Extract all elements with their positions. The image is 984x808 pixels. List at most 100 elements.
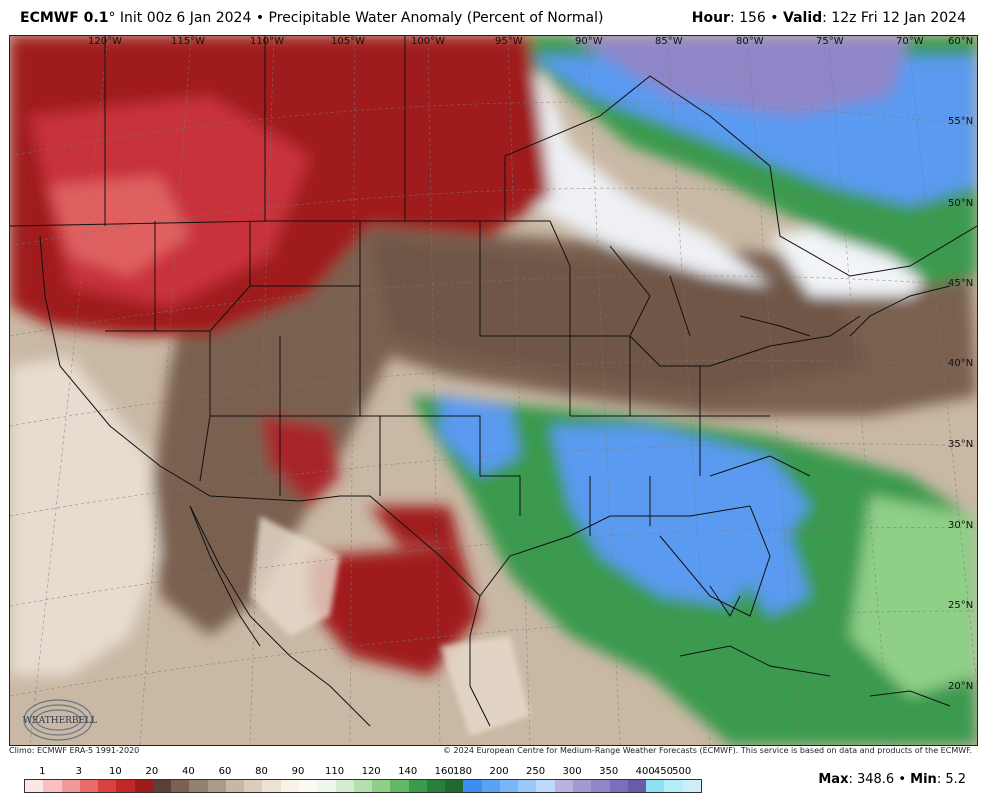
legend-label: 180 xyxy=(452,766,473,777)
lat-label: 45°N xyxy=(948,278,974,289)
lon-label: 100°W xyxy=(411,36,445,47)
legend-label: 450 xyxy=(653,766,673,777)
lon-label: 115°W xyxy=(171,36,205,47)
lon-label: 75°W xyxy=(816,36,844,47)
hour-value: : 156 xyxy=(729,10,766,26)
legend-swatch xyxy=(189,780,208,792)
legend-swatch xyxy=(481,780,500,792)
legend-swatch xyxy=(244,780,263,792)
lat-label: 20°N xyxy=(948,681,974,692)
legend-swatch xyxy=(298,780,318,792)
legend-label: 120 xyxy=(361,766,381,777)
legend-swatch xyxy=(225,780,245,792)
weatherbell-logo: WEATHERBELL xyxy=(23,699,97,741)
lon-label: 105°W xyxy=(331,36,365,47)
legend-swatch xyxy=(207,780,226,792)
legend-swatch xyxy=(61,780,80,792)
legend-label: 80 xyxy=(255,766,268,777)
legend-swatch xyxy=(372,780,391,792)
climo-note: Climo: ECMWF ERA-5 1991-2020 xyxy=(9,746,140,755)
legend-swatch xyxy=(79,780,99,792)
legend-label: 60 xyxy=(218,766,232,777)
legend-label: 140 xyxy=(398,766,418,777)
legend-swatch xyxy=(390,780,409,792)
legend-label: 300 xyxy=(562,766,582,777)
legend-label: 250 xyxy=(526,766,546,777)
lon-label: 70°W xyxy=(896,36,924,47)
map-title: ECMWF 0.1° Init 00z 6 Jan 2024 • Precipi… xyxy=(20,10,604,26)
lon-label: 120°W xyxy=(88,36,122,47)
graticule xyxy=(10,36,977,745)
legend-swatch xyxy=(572,780,592,792)
lon-label: 95°W xyxy=(495,36,523,47)
legend-swatch xyxy=(682,780,701,792)
legend-swatch xyxy=(591,780,610,792)
legend-label: 200 xyxy=(489,766,509,777)
legend-swatch xyxy=(554,780,573,792)
legend-swatch xyxy=(627,780,647,792)
product-name: Precipitable Water Anomaly (Percent of N… xyxy=(268,10,604,26)
legend-label: 160 xyxy=(434,766,454,777)
coastlines xyxy=(189,505,951,727)
legend-label: 3 xyxy=(75,766,82,777)
legend-swatch xyxy=(134,780,153,792)
valid-value: : 12z Fri 12 Jan 2024 xyxy=(822,10,966,26)
legend-swatch xyxy=(646,780,665,792)
init-time: Init 00z 6 Jan 2024 xyxy=(119,10,252,26)
legend-swatch xyxy=(152,780,172,792)
lon-label: 90°W xyxy=(575,36,603,47)
legend-label: 90 xyxy=(291,766,305,777)
lon-label: 110°W xyxy=(250,36,284,47)
legend-label: 110 xyxy=(325,766,345,777)
legend-label: 10 xyxy=(108,766,122,777)
lat-label: 35°N xyxy=(948,439,974,450)
legend-swatch xyxy=(536,780,555,792)
legend-swatch xyxy=(408,780,427,792)
lat-label: 30°N xyxy=(948,520,974,531)
lat-label: 50°N xyxy=(948,198,974,209)
lon-label: 80°W xyxy=(736,36,764,47)
legend-swatch xyxy=(25,780,44,792)
legend-swatch xyxy=(426,780,446,792)
legend-label: 400 xyxy=(635,766,655,777)
lat-label: 40°N xyxy=(948,358,974,369)
legend-label: 350 xyxy=(599,766,619,777)
legend-swatch xyxy=(664,780,683,792)
lon-label: 85°W xyxy=(655,36,683,47)
valid-time: Hour: 156 • Valid: 12z Fri 12 Jan 2024 xyxy=(691,10,966,26)
legend-swatch xyxy=(609,780,628,792)
legend-swatch xyxy=(335,780,354,792)
legend-swatch xyxy=(445,780,464,792)
header: ECMWF 0.1° Init 00z 6 Jan 2024 • Precipi… xyxy=(0,0,984,36)
legend-swatch xyxy=(116,780,135,792)
legend-swatch xyxy=(262,780,281,792)
legend-swatch xyxy=(499,780,519,792)
max-value: : 348.6 xyxy=(848,772,895,787)
legend-swatch xyxy=(353,780,373,792)
map-canvas xyxy=(10,36,977,745)
legend-label: 500 xyxy=(672,766,692,777)
svg-text:WEATHERBELL: WEATHERBELL xyxy=(23,716,97,726)
legend-swatch xyxy=(463,780,482,792)
legend-label: 1 xyxy=(39,766,46,777)
light-specks xyxy=(250,516,530,736)
anomaly-field xyxy=(10,36,977,745)
legend-bar xyxy=(24,779,702,793)
legend-swatch xyxy=(518,780,537,792)
legend-label: 20 xyxy=(145,766,159,777)
legend-swatch xyxy=(98,780,117,792)
anomaly-map: 120°W 115°W 110°W 105°W 100°W 95°W 90°W … xyxy=(9,35,978,746)
copyright-note: © 2024 European Centre for Medium-Range … xyxy=(443,746,972,755)
color-legend: 1 3 10 20 40 60 80 90 110 120 140 160 180 200 250 300 35… xyxy=(24,766,704,796)
legend-label: 40 xyxy=(182,766,195,777)
legend-swatch xyxy=(43,780,62,792)
lat-label: 25°N xyxy=(948,600,974,611)
lat-label: 55°N xyxy=(948,116,974,127)
legend-swatch xyxy=(280,780,299,792)
legend-swatch xyxy=(317,780,336,792)
max-min-readout: Max: 348.6 • Min: 5.2 xyxy=(818,772,966,787)
legend-labels: 1 3 10 20 40 60 80 90 110 120 140 160 180 200 250 300 35… xyxy=(24,766,704,778)
political-borders xyxy=(10,36,977,617)
legend-swatch xyxy=(171,780,190,792)
model-name: ECMWF 0.1 xyxy=(20,10,109,26)
